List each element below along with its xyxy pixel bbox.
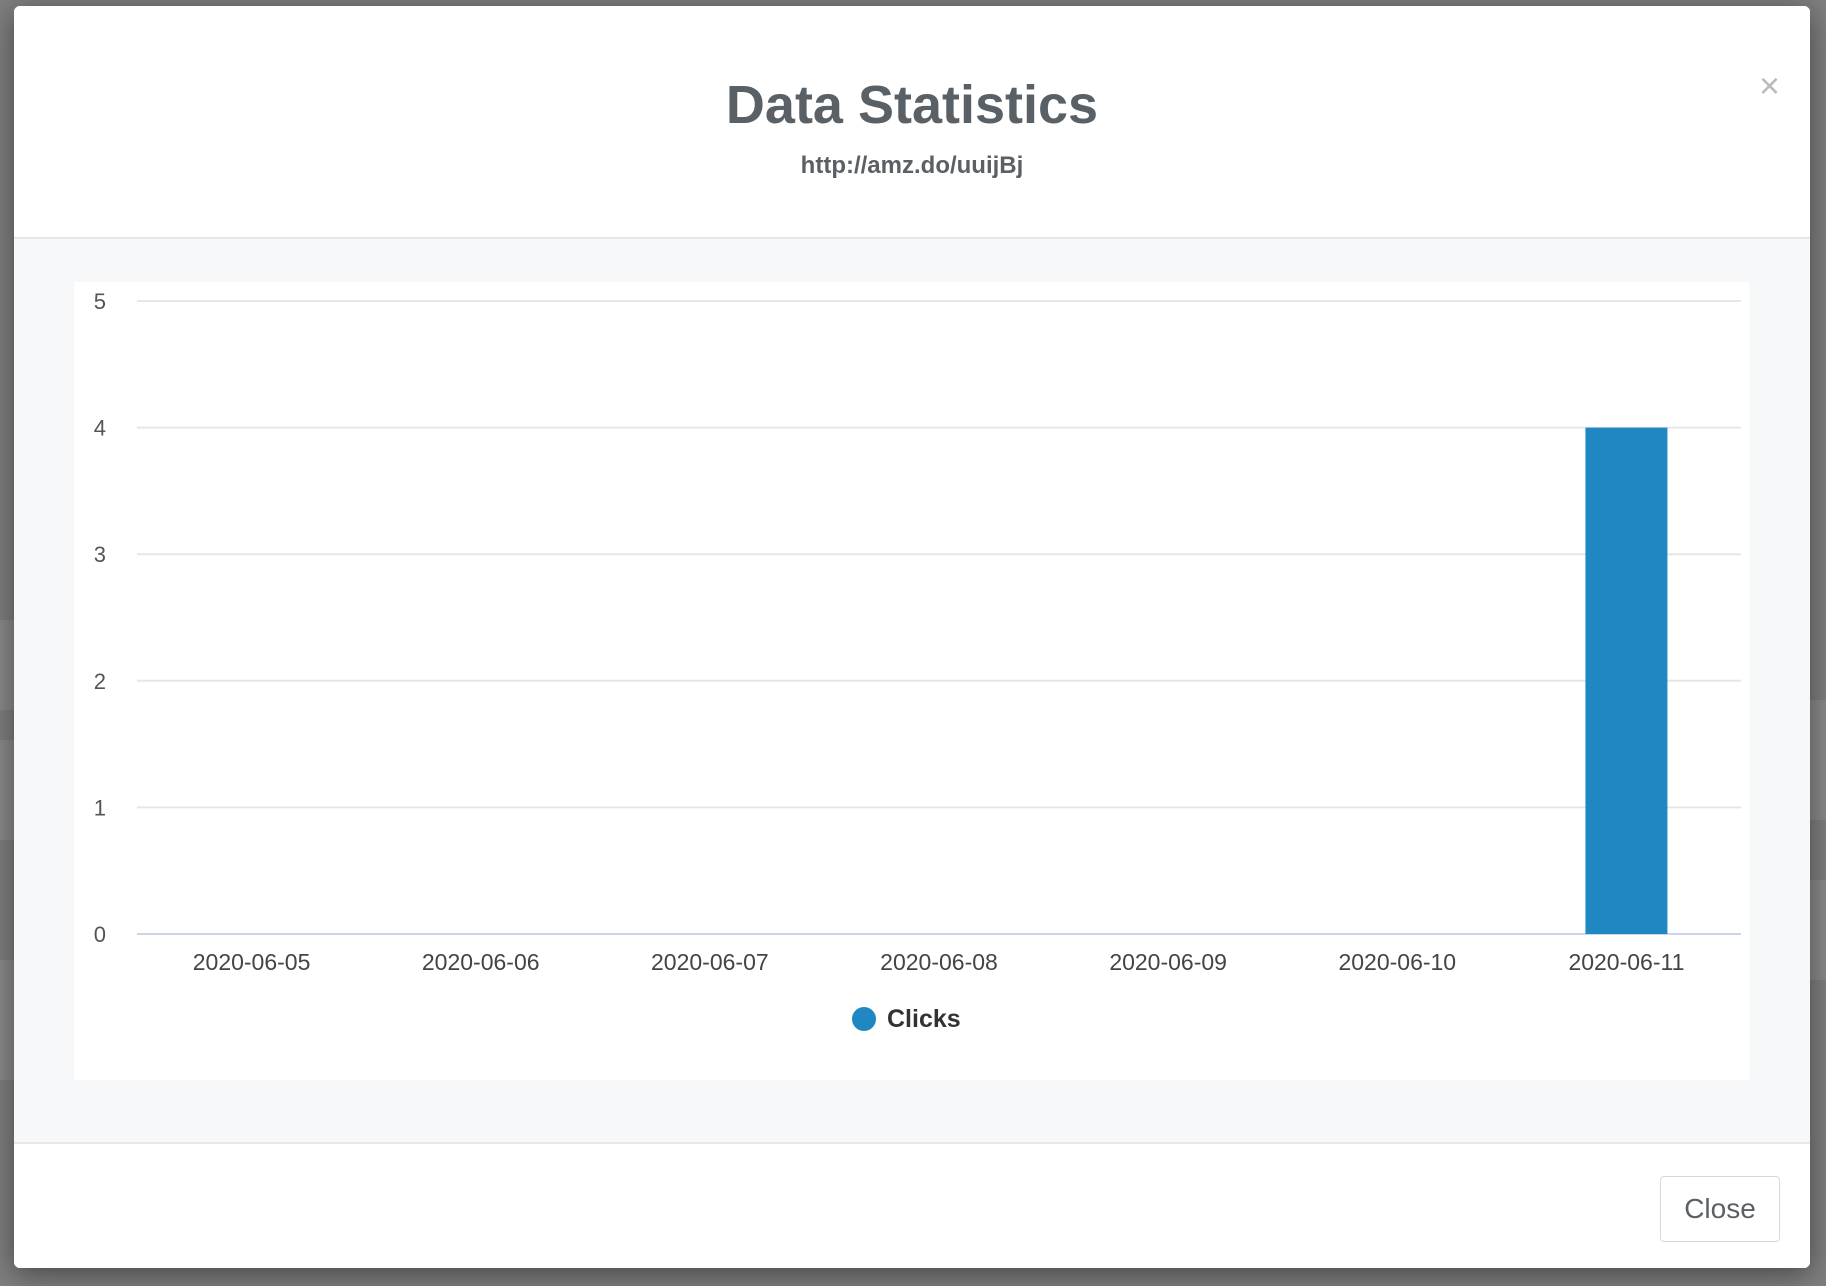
x-tick-label: 2020-06-11 — [1568, 949, 1684, 975]
modal-title: Data Statistics — [725, 75, 1099, 135]
x-tick-label: 2020-06-05 — [193, 949, 311, 975]
bar-2020-06-11 — [1585, 427, 1668, 934]
y-tick-label: 0 — [94, 922, 106, 947]
close-icon[interactable]: × — [1758, 65, 1780, 106]
backdrop-row — [0, 740, 14, 840]
backdrop-row — [1810, 700, 1826, 820]
x-tick-label: 2020-06-06 — [422, 949, 540, 975]
y-tick-label: 2 — [94, 669, 106, 694]
x-tick-label: 2020-06-10 — [1338, 949, 1456, 975]
chart-panel: 0 1 2 3 4 5 2020-06-05 2020-06-06 2020-06-07 2020… — [74, 282, 1749, 1080]
backdrop-row — [0, 960, 14, 1080]
modal-body: 0 1 2 3 4 5 2020-06-05 2020-06-06 2020-06-07 2020… — [14, 239, 1810, 1144]
y-tick-label: 3 — [94, 542, 106, 567]
modal-footer: Close — [14, 1144, 1810, 1268]
y-tick-label: 4 — [94, 416, 106, 441]
backdrop-row — [1810, 880, 1826, 980]
clicks-bar-chart: 0 1 2 3 4 5 2020-06-05 2020-06-06 2020-06-07 2020… — [94, 289, 1741, 1033]
x-tick-label: 2020-06-07 — [651, 949, 769, 975]
x-tick-label: 2020-06-09 — [1109, 949, 1227, 975]
y-tick-label: 1 — [94, 795, 106, 820]
legend-marker — [852, 1007, 876, 1031]
short-url: http://amz.do/uuijBj — [800, 152, 1024, 179]
backdrop-row — [0, 620, 14, 710]
data-statistics-modal: Data Statistics http://amz.do/uuijBj × 0… — [14, 6, 1810, 1268]
close-button[interactable]: Close — [1660, 1176, 1780, 1242]
x-tick-label: 2020-06-08 — [880, 949, 998, 975]
legend-label: Clicks — [887, 1005, 961, 1033]
y-tick-label: 5 — [94, 289, 106, 314]
modal-header: Data Statistics http://amz.do/uuijBj × — [14, 6, 1810, 239]
